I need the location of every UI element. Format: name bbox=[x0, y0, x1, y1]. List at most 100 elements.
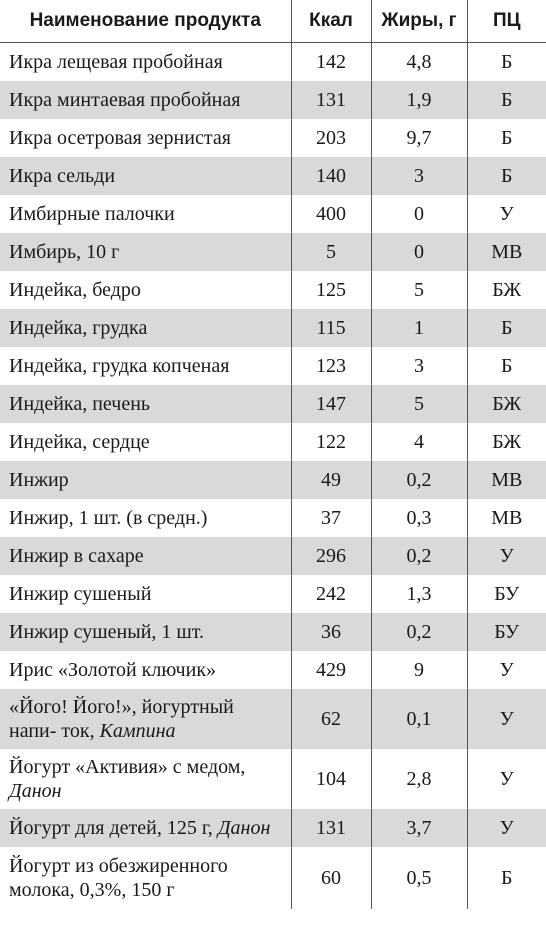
pc-cell: У bbox=[466, 651, 546, 689]
table-row: Инжир сушеный, 1 шт. 36 0,2 БУ bbox=[0, 613, 546, 651]
table-row: «Його! Його!», йогуртный напи- ток, Камп… bbox=[0, 689, 546, 749]
pc-cell: Б bbox=[466, 347, 546, 385]
table-row: Икра лещевая пробойная 142 4,8 Б bbox=[0, 42, 546, 81]
nutrition-table: Наименование продукта Ккал Жиры, г ПЦ Ик… bbox=[0, 0, 546, 909]
pc-cell: БЖ bbox=[466, 271, 546, 309]
table-row: Индейка, грудка 115 1 Б bbox=[0, 309, 546, 347]
product-brand: Данон bbox=[217, 817, 271, 839]
fat-cell: 1 bbox=[370, 309, 467, 347]
table-header: Наименование продукта Ккал Жиры, г ПЦ bbox=[0, 0, 546, 43]
fat-cell: 1,3 bbox=[370, 575, 467, 613]
fat-cell: 0,2 bbox=[370, 461, 467, 499]
pc-cell: БЖ bbox=[466, 385, 546, 423]
product-name: Индейка, сердце bbox=[9, 431, 150, 453]
product-name-cell: Инжир bbox=[0, 461, 291, 499]
product-name-cell: Индейка, грудка bbox=[0, 309, 291, 347]
product-name-cell: Имбирные палочки bbox=[0, 195, 291, 233]
product-name: Ирис «Золотой ключик» bbox=[9, 659, 217, 681]
table-row: Индейка, сердце 122 4 БЖ bbox=[0, 423, 546, 461]
product-name: Инжир, 1 шт. (в средн.) bbox=[9, 507, 208, 529]
product-name-cell: Инжир сушеный bbox=[0, 575, 291, 613]
product-name-cell: Индейка, сердце bbox=[0, 423, 291, 461]
fat-cell: 5 bbox=[370, 385, 467, 423]
kcal-cell: 104 bbox=[290, 749, 371, 809]
fat-cell: 0,2 bbox=[370, 537, 467, 575]
product-name-cell: Инжир в сахаре bbox=[0, 537, 291, 575]
pc-cell: У bbox=[466, 749, 546, 809]
product-name-cell: Индейка, грудка копченая bbox=[0, 347, 291, 385]
fat-cell: 0 bbox=[370, 233, 467, 271]
table-row: Имбирь, 10 г 5 0 МВ bbox=[0, 233, 546, 271]
fat-cell: 0,1 bbox=[370, 689, 467, 749]
pc-cell: БЖ bbox=[466, 423, 546, 461]
kcal-cell: 203 bbox=[290, 119, 371, 157]
product-name: Йогурт для детей, 125 г, bbox=[9, 817, 218, 839]
pc-cell: Б bbox=[466, 309, 546, 347]
fat-cell: 0,2 bbox=[370, 613, 467, 651]
header-row: Наименование продукта Ккал Жиры, г ПЦ bbox=[0, 0, 546, 43]
product-name-cell: Йогурт «Активия» с медом, Данон bbox=[0, 749, 291, 809]
kcal-cell: 115 bbox=[290, 309, 371, 347]
pc-cell: БУ bbox=[466, 575, 546, 613]
table-row: Икра осетровая зернистая 203 9,7 Б bbox=[0, 119, 546, 157]
product-name-cell: Имбирь, 10 г bbox=[0, 233, 291, 271]
fat-cell: 9,7 bbox=[370, 119, 467, 157]
kcal-cell: 131 bbox=[290, 81, 371, 119]
kcal-cell: 296 bbox=[290, 537, 371, 575]
pc-cell: МВ bbox=[466, 233, 546, 271]
pc-cell: Б bbox=[466, 119, 546, 157]
fat-cell: 1,9 bbox=[370, 81, 467, 119]
table-row: Индейка, печень 147 5 БЖ bbox=[0, 385, 546, 423]
kcal-cell: 242 bbox=[290, 575, 371, 613]
kcal-cell: 122 bbox=[290, 423, 371, 461]
kcal-cell: 131 bbox=[290, 809, 371, 847]
table-row: Инжир 49 0,2 МВ bbox=[0, 461, 546, 499]
product-name-cell: Инжир сушеный, 1 шт. bbox=[0, 613, 291, 651]
table-row: Йогурт для детей, 125 г, Данон 131 3,7 У bbox=[0, 809, 546, 847]
product-name-cell: Йогурт из обезжиренного молока, 0,3%, 15… bbox=[0, 847, 291, 909]
fat-cell: 9 bbox=[370, 651, 467, 689]
product-name: Имбирные палочки bbox=[9, 203, 175, 225]
fat-cell: 0,3 bbox=[370, 499, 467, 537]
fat-cell: 4 bbox=[370, 423, 467, 461]
table-row: Инжир в сахаре 296 0,2 У bbox=[0, 537, 546, 575]
product-name: «Його! Його!», йогуртный напи- ток, bbox=[9, 696, 234, 742]
product-name-cell: Икра сельди bbox=[0, 157, 291, 195]
pc-cell: У bbox=[466, 689, 546, 749]
kcal-cell: 142 bbox=[290, 42, 371, 81]
table-row: Инжир, 1 шт. (в средн.) 37 0,3 МВ bbox=[0, 499, 546, 537]
kcal-cell: 36 bbox=[290, 613, 371, 651]
fat-cell: 3 bbox=[370, 347, 467, 385]
kcal-cell: 5 bbox=[290, 233, 371, 271]
product-name: Индейка, грудка bbox=[9, 317, 148, 339]
product-name-cell: Икра осетровая зернистая bbox=[0, 119, 291, 157]
pc-cell: Б bbox=[466, 42, 546, 81]
product-name: Йогурт «Активия» с медом, bbox=[9, 756, 246, 778]
product-name: Инжир bbox=[9, 469, 69, 491]
header-kcal: Ккал bbox=[290, 0, 371, 43]
pc-cell: БУ bbox=[466, 613, 546, 651]
kcal-cell: 125 bbox=[290, 271, 371, 309]
fat-cell: 4,8 bbox=[370, 42, 467, 81]
fat-cell: 0,5 bbox=[370, 847, 467, 909]
product-name-cell: Ирис «Золотой ключик» bbox=[0, 651, 291, 689]
product-brand: Данон bbox=[9, 780, 62, 802]
pc-cell: Б bbox=[466, 847, 546, 909]
pc-cell: У bbox=[466, 537, 546, 575]
product-name: Икра сельди bbox=[9, 165, 116, 187]
product-name: Имбирь, 10 г bbox=[9, 241, 120, 263]
product-name-cell: «Його! Його!», йогуртный напи- ток, Камп… bbox=[0, 689, 291, 749]
product-name: Икра лещевая пробойная bbox=[9, 51, 223, 73]
kcal-cell: 429 bbox=[290, 651, 371, 689]
fat-cell: 5 bbox=[370, 271, 467, 309]
kcal-cell: 147 bbox=[290, 385, 371, 423]
fat-cell: 3,7 bbox=[370, 809, 467, 847]
product-name-cell: Йогурт для детей, 125 г, Данон bbox=[0, 809, 291, 847]
product-name-cell: Икра минтаевая пробойная bbox=[0, 81, 291, 119]
header-fat: Жиры, г bbox=[370, 0, 467, 43]
product-name: Йогурт из обезжиренного молока, 0,3%, 15… bbox=[9, 855, 228, 901]
pc-cell: У bbox=[466, 809, 546, 847]
product-name: Индейка, печень bbox=[9, 393, 151, 415]
product-name: Индейка, грудка копченая bbox=[9, 355, 230, 377]
fat-cell: 3 bbox=[370, 157, 467, 195]
